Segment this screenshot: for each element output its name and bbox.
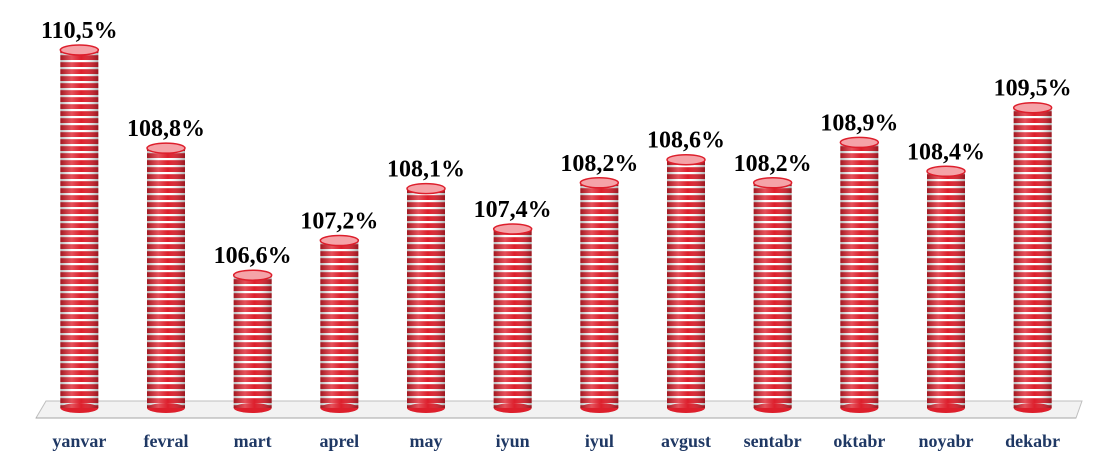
category-label: mart: [234, 431, 272, 451]
bar-shade: [753, 182, 792, 408]
bar-mart: [232, 269, 273, 413]
value-label: 107,2%: [300, 209, 378, 235]
value-label: 106,6%: [214, 243, 292, 269]
bar-shade: [60, 50, 99, 408]
bar-avgust: [666, 153, 706, 413]
bar-top: [666, 153, 706, 166]
bar-top: [1012, 101, 1053, 114]
bar-shade: [927, 171, 965, 408]
category-label: fevral: [144, 431, 189, 451]
category-label: iyun: [496, 431, 530, 451]
floor: [35, 400, 1083, 419]
bar-top: [406, 182, 446, 195]
category-label: iyul: [585, 431, 614, 451]
value-label: 109,5%: [994, 76, 1072, 102]
bar-shade: [667, 159, 705, 408]
bar-top: [59, 44, 100, 56]
floor-plane: [35, 400, 1083, 419]
value-labels: 110,5% 108,8% 106,6% 107,2% 108,1% 107,4% 108,…: [41, 18, 1072, 269]
bar-sentabr: [752, 177, 793, 413]
bar-top: [232, 269, 273, 281]
bar-may: [406, 182, 446, 413]
category-labels: yanvar fevral mart aprel may iyun iyul avgust se…: [52, 431, 1060, 451]
bar-shade: [233, 275, 272, 408]
bar-shade: [493, 229, 532, 408]
bar-top: [579, 177, 620, 189]
value-label: 107,4%: [474, 197, 552, 223]
value-label: 108,2%: [734, 151, 812, 177]
bar-shade: [320, 240, 359, 408]
category-label: yanvar: [52, 431, 106, 451]
category-label: aprel: [319, 431, 359, 451]
bar-top: [926, 165, 966, 178]
bar-iyun: [492, 223, 533, 413]
value-label: 108,1%: [387, 157, 465, 183]
bar-yanvar: [59, 44, 100, 413]
bar-series: [59, 44, 1053, 413]
category-label: noyabr: [918, 431, 973, 451]
value-label: 108,4%: [907, 139, 985, 165]
bar-aprel: [319, 234, 360, 413]
bar-top: [752, 177, 793, 189]
bar-iyul: [579, 177, 620, 413]
bar-shade: [580, 182, 619, 408]
category-label: may: [410, 431, 443, 451]
category-label: dekabr: [1005, 431, 1060, 451]
bar-oktabr: [839, 136, 880, 413]
bar-shade: [840, 142, 879, 409]
bar-shade: [407, 188, 445, 408]
category-label: avgust: [661, 431, 711, 451]
value-label: 110,5%: [41, 18, 118, 44]
category-label: sentabr: [744, 431, 802, 451]
value-label: 108,2%: [560, 151, 638, 177]
bar-dekabr: [1012, 101, 1053, 413]
value-label: 108,6%: [647, 128, 725, 154]
bar-shade: [147, 148, 185, 408]
bar-top: [319, 234, 360, 247]
bar-top: [492, 223, 533, 235]
category-label: oktabr: [833, 431, 885, 451]
bar-shade: [1013, 107, 1052, 408]
bar-top: [146, 142, 186, 154]
bar-fevral: [146, 142, 186, 413]
value-label: 108,8%: [127, 116, 205, 142]
value-label: 108,9%: [820, 110, 898, 136]
bar-top: [839, 136, 880, 149]
bar-noyabr: [926, 165, 966, 413]
